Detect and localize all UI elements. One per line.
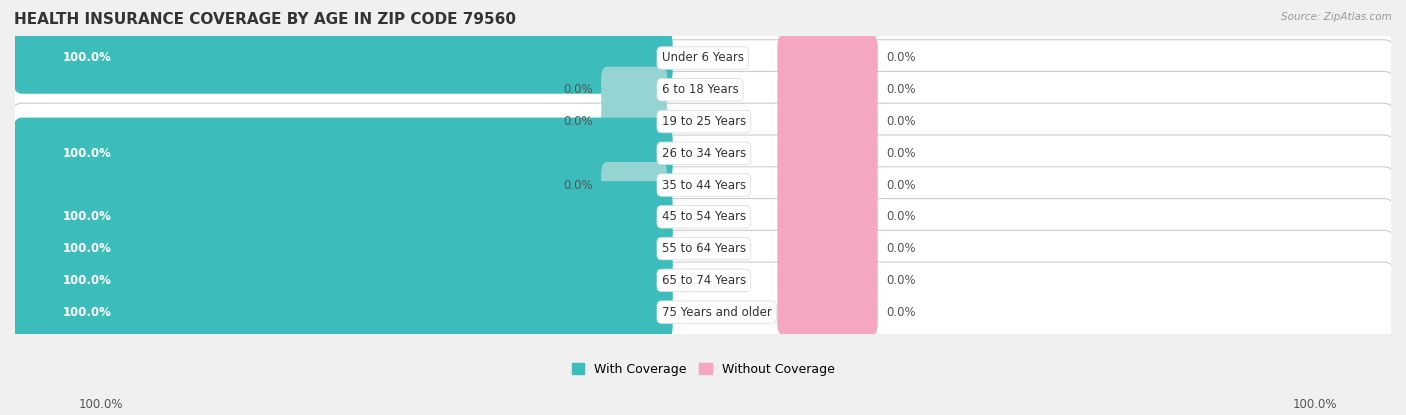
Text: 6 to 18 Years: 6 to 18 Years	[662, 83, 738, 96]
Text: Source: ZipAtlas.com: Source: ZipAtlas.com	[1281, 12, 1392, 22]
Text: 100.0%: 100.0%	[63, 210, 112, 223]
FancyBboxPatch shape	[6, 230, 1400, 330]
Text: 100.0%: 100.0%	[79, 398, 124, 411]
Text: 0.0%: 0.0%	[886, 115, 915, 128]
Legend: With Coverage, Without Coverage: With Coverage, Without Coverage	[572, 363, 834, 376]
FancyBboxPatch shape	[11, 276, 672, 348]
Text: HEALTH INSURANCE COVERAGE BY AGE IN ZIP CODE 79560: HEALTH INSURANCE COVERAGE BY AGE IN ZIP …	[14, 12, 516, 27]
Text: Under 6 Years: Under 6 Years	[662, 51, 744, 64]
Text: 75 Years and older: 75 Years and older	[662, 305, 772, 319]
FancyBboxPatch shape	[778, 194, 877, 240]
Text: 65 to 74 Years: 65 to 74 Years	[662, 274, 747, 287]
Text: 0.0%: 0.0%	[886, 242, 915, 255]
FancyBboxPatch shape	[602, 98, 668, 144]
FancyBboxPatch shape	[778, 98, 877, 144]
FancyBboxPatch shape	[6, 262, 1400, 362]
FancyBboxPatch shape	[11, 181, 672, 253]
FancyBboxPatch shape	[6, 40, 1400, 140]
FancyBboxPatch shape	[6, 8, 1400, 108]
FancyBboxPatch shape	[11, 213, 672, 284]
Text: 0.0%: 0.0%	[564, 178, 593, 192]
Text: 0.0%: 0.0%	[886, 178, 915, 192]
FancyBboxPatch shape	[11, 117, 672, 189]
FancyBboxPatch shape	[6, 135, 1400, 235]
Text: 55 to 64 Years: 55 to 64 Years	[662, 242, 745, 255]
FancyBboxPatch shape	[778, 289, 877, 335]
FancyBboxPatch shape	[6, 103, 1400, 203]
FancyBboxPatch shape	[778, 130, 877, 176]
FancyBboxPatch shape	[602, 67, 668, 113]
Text: 100.0%: 100.0%	[63, 274, 112, 287]
Text: 45 to 54 Years: 45 to 54 Years	[662, 210, 745, 223]
Text: 100.0%: 100.0%	[63, 147, 112, 160]
Text: 19 to 25 Years: 19 to 25 Years	[662, 115, 747, 128]
FancyBboxPatch shape	[11, 244, 672, 316]
FancyBboxPatch shape	[11, 22, 672, 94]
Text: 0.0%: 0.0%	[564, 115, 593, 128]
Text: 0.0%: 0.0%	[886, 210, 915, 223]
FancyBboxPatch shape	[602, 162, 668, 208]
Text: 0.0%: 0.0%	[564, 83, 593, 96]
FancyBboxPatch shape	[6, 71, 1400, 171]
FancyBboxPatch shape	[6, 167, 1400, 267]
Text: 0.0%: 0.0%	[886, 305, 915, 319]
FancyBboxPatch shape	[778, 257, 877, 303]
Text: 26 to 34 Years: 26 to 34 Years	[662, 147, 747, 160]
Text: 100.0%: 100.0%	[1292, 398, 1337, 411]
Text: 0.0%: 0.0%	[886, 274, 915, 287]
Text: 100.0%: 100.0%	[63, 51, 112, 64]
Text: 100.0%: 100.0%	[63, 242, 112, 255]
FancyBboxPatch shape	[6, 198, 1400, 299]
FancyBboxPatch shape	[778, 35, 877, 81]
Text: 100.0%: 100.0%	[63, 305, 112, 319]
Text: 0.0%: 0.0%	[886, 147, 915, 160]
FancyBboxPatch shape	[778, 162, 877, 208]
FancyBboxPatch shape	[778, 67, 877, 113]
FancyBboxPatch shape	[778, 226, 877, 272]
Text: 0.0%: 0.0%	[886, 83, 915, 96]
Text: 35 to 44 Years: 35 to 44 Years	[662, 178, 745, 192]
Text: 0.0%: 0.0%	[886, 51, 915, 64]
